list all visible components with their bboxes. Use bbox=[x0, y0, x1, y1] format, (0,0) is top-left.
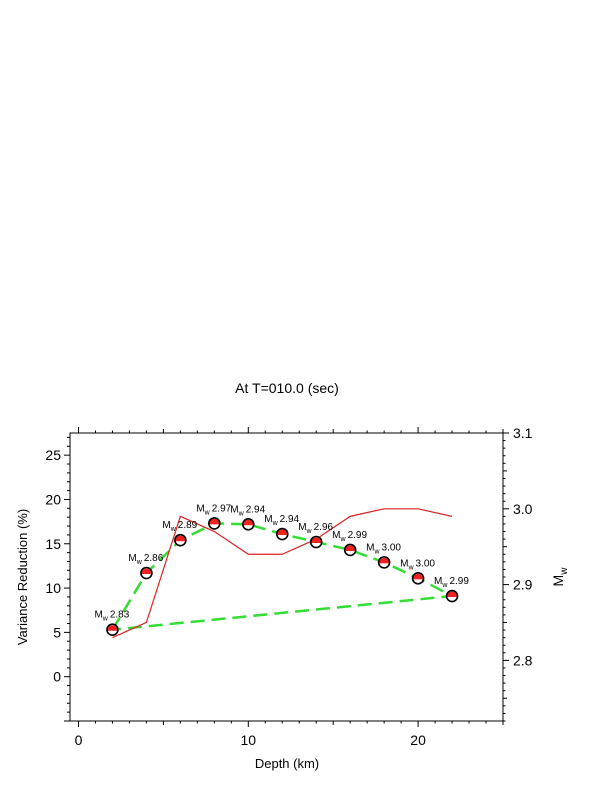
y2-tick-label: 2.8 bbox=[513, 652, 533, 668]
mw-label: Mw 3.00 bbox=[400, 558, 435, 571]
y2-axis-label: Mw bbox=[550, 567, 570, 587]
beachball-marker bbox=[174, 533, 187, 547]
beachball-marker bbox=[275, 527, 289, 541]
mw-label: Mw 2.83 bbox=[94, 610, 129, 623]
x-axis: 0 10 20 bbox=[75, 427, 504, 748]
series-layer bbox=[111, 508, 457, 639]
series-mw bbox=[112, 508, 453, 639]
mw-label: Mw 2.86 bbox=[128, 553, 163, 566]
y-tick-label: 5 bbox=[53, 624, 61, 640]
mw-label: Mw 2.96 bbox=[298, 522, 333, 535]
y-axis-label: Variance Reduction (%) bbox=[15, 509, 30, 645]
y2-tick-label: 3.1 bbox=[513, 425, 533, 441]
beachball-marker bbox=[343, 543, 357, 557]
mw-label: Mw 2.94 bbox=[230, 504, 265, 517]
y-tick-label: 0 bbox=[53, 669, 61, 685]
beachball-marker bbox=[309, 535, 323, 549]
beachball-marker bbox=[411, 572, 425, 585]
mw-label: Mw 2.97 bbox=[196, 503, 231, 516]
mw-label: Mw 2.99 bbox=[332, 530, 367, 543]
beachball-marker bbox=[241, 517, 255, 531]
mw-label: Mw 3.00 bbox=[366, 542, 401, 555]
y-axis: 0 5 10 15 20 25 bbox=[45, 436, 70, 722]
y-tick-label: 20 bbox=[45, 491, 61, 507]
y2-axis-label-main: M bbox=[550, 575, 566, 587]
mw-label: Mw 2.89 bbox=[162, 520, 197, 533]
mw-label: Mw 2.99 bbox=[434, 576, 469, 589]
beachball-marker bbox=[208, 517, 221, 530]
series-variance-reduction bbox=[111, 522, 457, 631]
y2-axis: 2.8 2.9 3.0 3.1 bbox=[503, 425, 533, 722]
beachball-marker bbox=[445, 589, 459, 603]
y2-tick-label: 2.9 bbox=[513, 577, 533, 593]
x-tick-label: 10 bbox=[241, 732, 257, 748]
y-tick-label: 25 bbox=[45, 447, 61, 463]
chart-title: At T=010.0 (sec) bbox=[235, 380, 339, 396]
beachball-marker bbox=[106, 623, 119, 637]
y2-axis-label-sub: w bbox=[559, 567, 570, 576]
x-tick-label: 0 bbox=[75, 732, 83, 748]
y2-tick-label: 3.0 bbox=[513, 501, 533, 517]
y-tick-label: 15 bbox=[45, 536, 61, 552]
mw-label: Mw 2.94 bbox=[264, 514, 299, 527]
x-tick-label: 20 bbox=[410, 732, 426, 748]
beachball-marker bbox=[140, 566, 153, 580]
y-tick-label: 10 bbox=[45, 580, 61, 596]
x-axis-label: Depth (km) bbox=[255, 756, 319, 771]
marker-layer bbox=[106, 517, 459, 637]
beachball-marker bbox=[377, 556, 391, 569]
